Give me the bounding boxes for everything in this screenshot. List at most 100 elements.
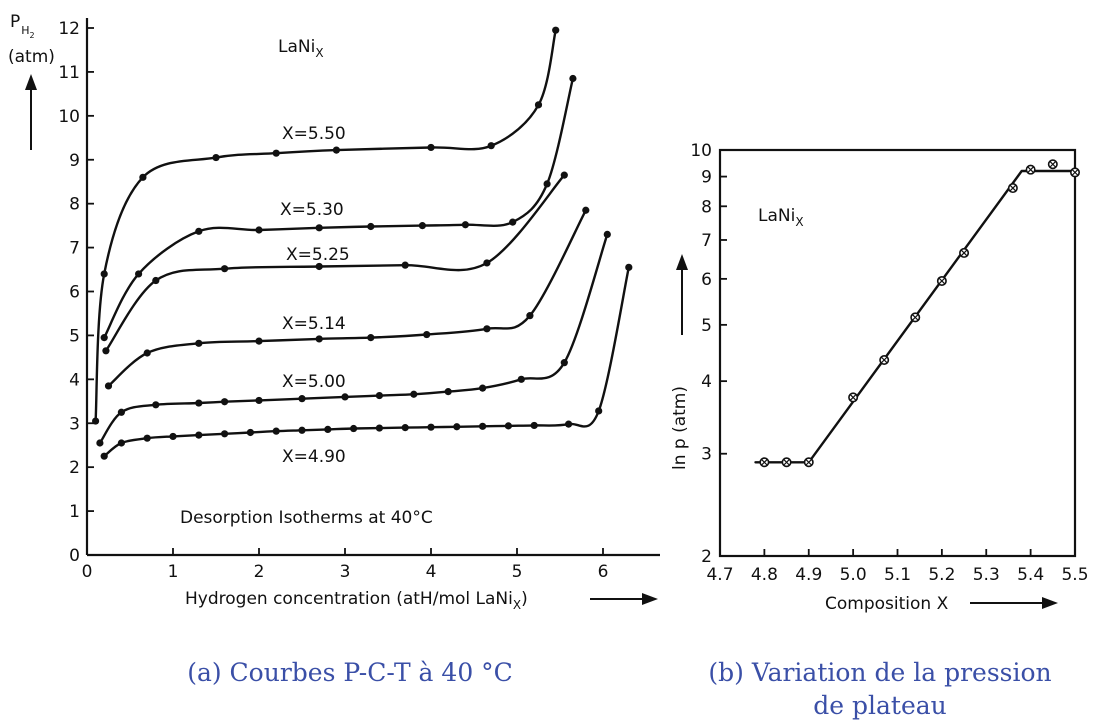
chart-a-data-point (212, 153, 220, 162)
chart-a-data-point (487, 142, 495, 150)
chart-a-x-tick-label: 5 (512, 562, 523, 582)
chart-a-data-point (195, 431, 203, 439)
chart-a-y-tick-label: 8 (69, 195, 80, 215)
chart-a-data-point (552, 26, 560, 34)
chart-a-y-tick-label: 3 (69, 414, 80, 434)
chart-a-curves: X=5.50 X=5.30 X=5.25 X=5.14 X=5.00 X=4.90 (92, 26, 633, 467)
chart-b-data-point-cross (1071, 169, 1079, 176)
chart-a-data-point (427, 143, 435, 152)
chart-b-x-tick-label: 5.5 (1061, 565, 1088, 585)
chart-b-data-point-cross (961, 249, 968, 256)
chart-a-data-point (139, 173, 147, 181)
chart-a-y-tick-label: 10 (58, 107, 80, 127)
chart-a-series-line (103, 266, 630, 458)
caption-b: (b) Variation de la pression de plateau (708, 658, 1052, 720)
chart-a-x-tick-label: 1 (168, 562, 179, 582)
chart-b-curves (754, 159, 1081, 468)
chart-a-data-point (483, 325, 491, 333)
chart-a-data-point (582, 206, 590, 214)
chart-b-ylabel-arrowhead (676, 254, 688, 270)
chart-b-y-tick-label: 6 (701, 270, 712, 290)
chart-a-data-point (272, 427, 280, 435)
chart-a-data-point (483, 259, 491, 267)
chart-a-data-point (479, 422, 487, 430)
chart-a-data-point (444, 388, 452, 396)
chart-b-x-tick-label: 4.8 (751, 565, 778, 585)
chart-a-y-tick-label: 1 (69, 502, 80, 522)
chart-a-data-point (367, 222, 375, 231)
chart-a-data-point (315, 224, 323, 232)
chart-b-y-ticks: 2 3 4 5 6 7 8 9 10 (690, 141, 727, 567)
chart-a-title: Desorption Isotherms at 40°C (180, 508, 433, 528)
chart-a-y-tick-label: 4 (69, 370, 80, 390)
chart-a-data-point (298, 395, 306, 403)
chart-a-y-tick-label: 9 (69, 151, 80, 171)
chart-a-x-tick-label: 0 (82, 562, 93, 582)
chart-a-data-point (255, 226, 263, 234)
chart-b-y-tick-label: 3 (701, 445, 712, 465)
chart-a-y-tick-label: 6 (69, 283, 80, 303)
chart-a-data-point (324, 425, 332, 433)
chart-a-data-point (543, 180, 551, 188)
chart-a-data-point (560, 171, 568, 179)
chart-a-data-point (221, 430, 229, 438)
chart-b-data-point-cross (850, 394, 857, 401)
chart-a-series-label: X=5.00 (282, 372, 346, 392)
chart-a-data-point (375, 424, 383, 432)
chart-a-data-point (92, 417, 100, 425)
chart-a-data-point (534, 101, 543, 109)
chart-a-x-tick-label: 3 (340, 562, 351, 582)
chart-a-data-point (152, 401, 160, 409)
chart-a-y-tick-label: 7 (69, 239, 80, 259)
chart-b-data-point-cross (938, 277, 945, 284)
chart-b-x-tick-label: 4.9 (795, 565, 822, 585)
chart-a-data-point (332, 146, 340, 154)
chart-a-data-point (504, 422, 512, 430)
chart-b-y-tick-label: 8 (701, 197, 712, 217)
chart-a-data-point (560, 359, 568, 367)
chart-a-series-line (94, 29, 557, 423)
chart-a-x-tick-label: 2 (254, 562, 265, 582)
chart-a-data-point (350, 424, 358, 433)
chart-a-y-tick-label: 11 (58, 63, 80, 83)
chart-b-x-tick-label: 4.7 (706, 565, 733, 585)
chart-a-data-point (315, 262, 323, 271)
chart-a-data-point (221, 265, 229, 273)
chart-a-data-point (427, 423, 435, 431)
chart-a-data-point (100, 334, 108, 342)
chart-a-data-point (603, 230, 611, 239)
chart-b-data-point-cross (761, 459, 768, 466)
chart-a-data-point (517, 375, 525, 383)
chart-a-data-point (375, 391, 383, 400)
chart-a-inset-label: LaNiX (278, 37, 324, 60)
chart-b-x-tick-label: 5.1 (884, 565, 911, 585)
chart-a-data-point (255, 396, 263, 405)
chart-a-data-point (152, 276, 160, 285)
chart-a-data-point (104, 382, 113, 390)
chart-a-data-point (509, 218, 517, 226)
chart-a-data-point (341, 393, 349, 401)
chart-a-data-point (410, 390, 418, 398)
chart-b-data-point-cross (1049, 161, 1056, 168)
chart-a-data-point (255, 337, 263, 345)
chart-b-data-point-cross (1009, 185, 1016, 192)
chart-a-data-point (221, 398, 229, 406)
chart-a-data-point (565, 420, 573, 428)
chart-a-series-line (107, 209, 587, 388)
chart-a-y-tick-label: 0 (69, 546, 80, 566)
chart-b-y-tick-label: 7 (701, 231, 712, 251)
chart-a-x-ticks: 0 1 2 3 4 5 6 (82, 548, 608, 582)
chart-b: 2 3 4 5 6 7 8 9 10 4.7 4.8 4.9 5.0 5.1 5.2 5.3 5.4 5.5 L… (670, 141, 1089, 614)
chart-a-x-tick-label: 4 (426, 562, 437, 582)
chart-b-x-tick-label: 5.2 (928, 565, 955, 585)
chart-a-data-point (135, 270, 143, 278)
chart-a-data-point (595, 407, 603, 415)
chart-a-xlabel-arrowhead (642, 593, 658, 605)
chart-b-data-point-cross (881, 356, 888, 364)
chart-a-data-point (315, 335, 323, 343)
chart-a-series-label: X=4.90 (282, 447, 346, 467)
chart-a-y-tick-label: 12 (58, 19, 80, 39)
chart-a-ylabel-main: PH2 (10, 12, 35, 40)
